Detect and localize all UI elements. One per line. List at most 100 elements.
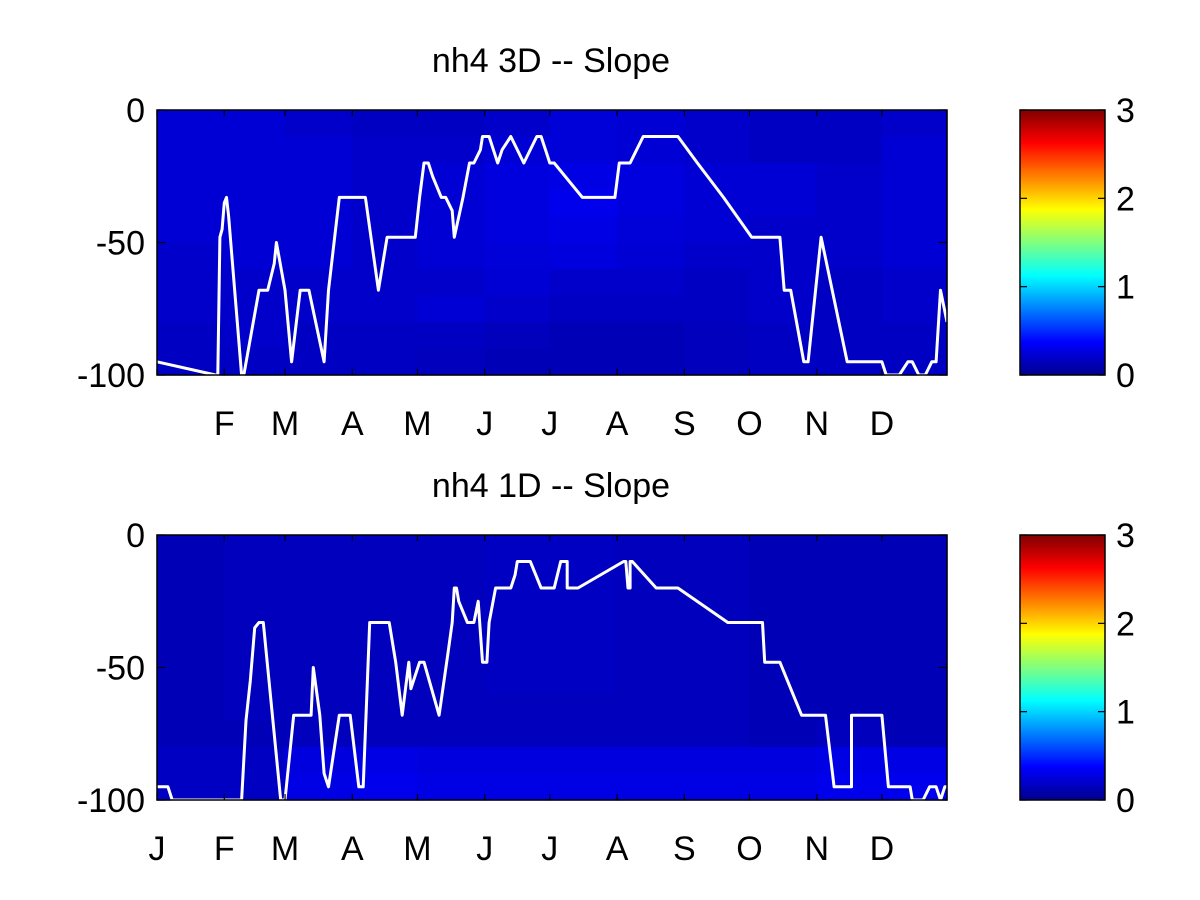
heatmap-cell [352,216,419,244]
heatmap-cell [224,189,286,217]
heatmap-cell [484,348,551,376]
heatmap-cell [224,561,286,589]
heatmap-cell [684,348,751,376]
heatmap-cell [549,614,618,642]
heatmap-cell [157,136,225,164]
heatmap-cell [881,189,948,217]
heatmap-cell [549,720,618,748]
chart-title-3d: nh4 3D -- Slope [432,42,670,80]
heatmap-cell [352,163,419,191]
heatmap-cell [417,295,486,323]
heatmap-cell [224,110,286,138]
heatmap-cell [484,269,551,297]
heatmap-cell [417,561,486,589]
heatmap-cell [549,641,618,669]
heatmap-cell [684,110,751,138]
heatmap-cell [224,773,286,801]
x-tick-label: A [341,830,364,868]
heatmap-cell [617,136,685,164]
heatmap-cell [816,747,883,775]
heatmap-cell [684,773,751,801]
heatmap-cell [816,110,883,138]
x-tick-label: S [673,405,696,443]
heatmap-cell [285,614,353,642]
y-tick-label: -50 [96,650,145,688]
heatmap-cell [617,720,685,748]
heatmap-cell [352,269,419,297]
heatmap-cell [549,242,618,270]
heatmap-cell [417,773,486,801]
heatmap-cell [484,535,551,563]
colorbar-tick-label: 3 [1116,517,1135,555]
y-axis-3d: 0 -50 -100 [77,92,947,395]
heatmap-cell [749,773,818,801]
heatmap-cell [224,641,286,669]
heatmap-cell [157,588,225,616]
x-tick-label: M [271,405,299,443]
heatmap-cell [881,641,948,669]
heatmap-cell [417,747,486,775]
colorbar-axis-3d: 0 1 2 3 [1020,92,1135,395]
heatmap-cell [749,535,818,563]
y-tick-label: -100 [77,782,145,820]
heatmap-cell [684,694,751,722]
heatmap-cell [617,216,685,244]
heatmap-cell [224,322,286,350]
heatmap-cell [549,348,618,376]
heatmap-cell [881,694,948,722]
heatmap-cell [417,322,486,350]
heatmap-cell [816,641,883,669]
y-tick-label: 0 [126,517,145,555]
heatmap-cell [684,588,751,616]
heatmap-cell [484,694,551,722]
heatmap-cell [881,269,948,297]
heatmap-cell [224,588,286,616]
heatmap-cell [684,322,751,350]
heatmap-cell [549,667,618,695]
heatmap-cell [484,614,551,642]
heatmap-cell [285,269,353,297]
heatmap-cell [684,747,751,775]
heatmap-cell [617,588,685,616]
x-tick-label: J [476,405,493,443]
heatmap-cell [285,216,353,244]
heatmap-cell [285,667,353,695]
heatmap-cell [484,322,551,350]
heatmap-cell [157,535,225,563]
heatmap-cell [816,535,883,563]
heatmap-cell [352,348,419,376]
heatmap-cell [352,189,419,217]
heatmap-cell [816,295,883,323]
heatmap-cell [224,216,286,244]
heatmap-cell [417,269,486,297]
heatmap-cell [157,242,225,270]
heatmap-cell [749,136,818,164]
heatmap-cell [881,136,948,164]
heatmap-cell [352,641,419,669]
colorbar-tick-label: 1 [1116,694,1135,732]
heatmap-cell [617,189,685,217]
y-axis-1d: 0 -50 -100 [77,517,947,820]
heatmap-cell [484,189,551,217]
heatmap-cell [285,295,353,323]
heatmap-cell [816,588,883,616]
x-tick-label: F [214,830,235,868]
heatmap-cell [484,295,551,323]
heatmap-cell [484,242,551,270]
x-tick-label: A [606,830,629,868]
heatmap-cell [617,110,685,138]
heatmap-cell [881,242,948,270]
heatmap-cell [684,295,751,323]
heatmap-cell [417,216,486,244]
chart-title-1d: nh4 1D -- Slope [432,467,670,505]
heatmap-cell [352,322,419,350]
colorbar-tick-label: 2 [1116,180,1135,218]
x-tick-label: J [476,830,493,868]
heatmap-cell [157,694,225,722]
heatmap-cell [816,614,883,642]
heatmap-cell [417,348,486,376]
heatmap-cell [749,110,818,138]
heatmap-cell [549,189,618,217]
heatmap-cell [881,216,948,244]
